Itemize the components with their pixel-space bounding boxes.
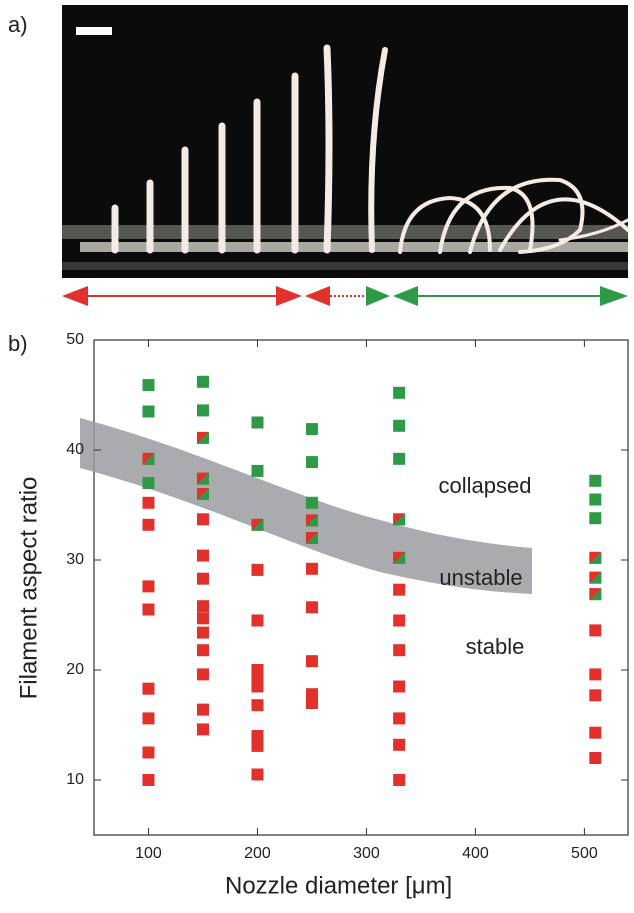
point-half bbox=[196, 431, 209, 444]
point bbox=[196, 644, 209, 657]
region-label: stable bbox=[466, 634, 525, 659]
point bbox=[196, 572, 209, 585]
regime-arrows bbox=[62, 286, 628, 306]
y-tick-label: 50 bbox=[66, 331, 84, 348]
point bbox=[305, 456, 318, 469]
y-axis-label: Filament aspect ratio bbox=[15, 477, 42, 700]
point bbox=[196, 626, 209, 639]
point bbox=[393, 712, 406, 725]
point bbox=[393, 419, 406, 432]
point bbox=[393, 614, 406, 627]
point bbox=[393, 583, 406, 596]
point bbox=[142, 405, 155, 418]
point bbox=[142, 477, 155, 489]
point bbox=[251, 768, 264, 781]
point bbox=[196, 513, 209, 526]
y-tick-label: 40 bbox=[66, 441, 84, 458]
point bbox=[589, 624, 602, 637]
point-half bbox=[142, 452, 155, 465]
point bbox=[251, 416, 264, 429]
point-half bbox=[251, 518, 264, 531]
point-half bbox=[393, 513, 406, 526]
point bbox=[251, 464, 264, 477]
x-tick-label: 300 bbox=[353, 845, 380, 862]
point bbox=[196, 703, 209, 716]
point bbox=[251, 699, 264, 712]
point bbox=[251, 730, 264, 742]
point-half bbox=[196, 472, 209, 485]
point bbox=[589, 726, 602, 739]
point bbox=[196, 549, 209, 562]
point bbox=[142, 746, 155, 759]
point bbox=[305, 697, 318, 709]
photo bbox=[62, 5, 630, 278]
point bbox=[305, 423, 318, 436]
point bbox=[251, 563, 264, 576]
point bbox=[393, 452, 406, 465]
x-tick-label: 100 bbox=[135, 845, 162, 862]
point bbox=[142, 518, 155, 531]
point bbox=[589, 668, 602, 681]
panel-label: a) bbox=[8, 12, 28, 37]
point-half bbox=[589, 588, 602, 601]
point bbox=[251, 614, 264, 627]
point bbox=[142, 712, 155, 725]
point bbox=[196, 600, 209, 613]
point bbox=[196, 668, 209, 681]
point bbox=[589, 689, 602, 702]
point bbox=[393, 680, 406, 693]
point bbox=[196, 723, 209, 736]
point bbox=[589, 752, 602, 764]
point bbox=[589, 512, 602, 525]
point-half bbox=[393, 551, 406, 564]
point bbox=[305, 655, 318, 668]
point bbox=[393, 738, 406, 751]
point bbox=[142, 379, 155, 392]
y-tick-label: 20 bbox=[66, 661, 84, 678]
point bbox=[196, 404, 209, 417]
point bbox=[142, 774, 155, 786]
point-half bbox=[305, 532, 318, 544]
point-half bbox=[589, 571, 602, 584]
point bbox=[305, 601, 318, 614]
point bbox=[589, 474, 602, 487]
x-tick-label: 200 bbox=[244, 845, 271, 862]
point bbox=[251, 739, 264, 752]
region-label: unstable bbox=[439, 565, 522, 590]
point bbox=[305, 562, 318, 575]
point bbox=[251, 680, 264, 693]
point bbox=[142, 603, 155, 616]
point bbox=[393, 644, 406, 657]
point bbox=[393, 774, 406, 786]
point-half bbox=[589, 551, 602, 564]
point bbox=[196, 375, 209, 388]
point bbox=[142, 496, 155, 509]
point bbox=[142, 580, 155, 593]
region-label: collapsed bbox=[439, 473, 532, 498]
panel-label: b) bbox=[8, 331, 28, 356]
point-half bbox=[196, 488, 209, 500]
x-tick-label: 400 bbox=[462, 845, 489, 862]
y-tick-label: 10 bbox=[66, 771, 84, 788]
x-tick-label: 500 bbox=[571, 845, 598, 862]
point-half bbox=[305, 514, 318, 527]
point bbox=[142, 682, 155, 695]
x-axis-label: Nozzle diameter [μm] bbox=[225, 872, 452, 899]
point bbox=[589, 493, 602, 506]
point bbox=[393, 386, 406, 399]
y-tick-label: 30 bbox=[66, 551, 84, 568]
point bbox=[305, 496, 318, 509]
point bbox=[196, 612, 209, 625]
plot-frame bbox=[93, 339, 629, 836]
